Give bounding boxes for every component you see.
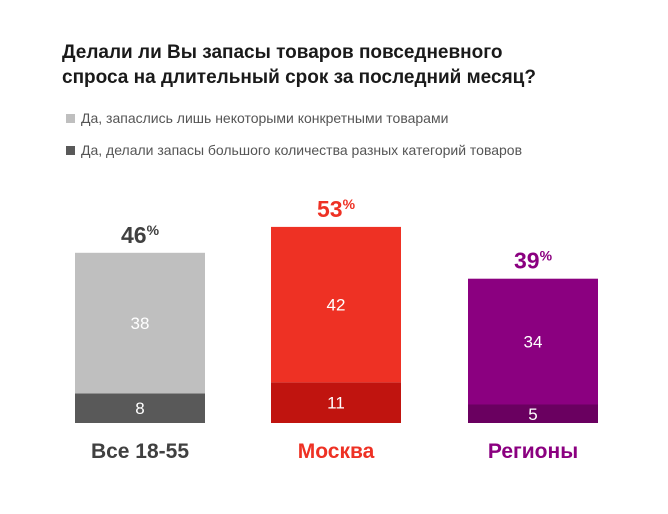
bar-all-many-categories — [75, 393, 205, 423]
category-label-moscow: Москва — [298, 440, 375, 463]
value-label-all-many-categories: 8 — [135, 399, 144, 418]
total-label-regions: 39% — [514, 248, 553, 274]
category-label-all: Все 18-55 — [91, 440, 189, 463]
chart-title: Делали ли Вы запасы товаров повседневног… — [62, 40, 622, 90]
legend-swatch-some-goods — [66, 113, 75, 123]
value-label-all-some-goods: 38 — [131, 314, 150, 333]
bar-regions-many-categories — [468, 404, 598, 423]
legend-item-some-goods: Да, запаслись лишь некоторыми конкретным… — [66, 108, 522, 128]
value-label-moscow-some-goods: 42 — [327, 296, 346, 315]
value-label-regions-many-categories: 5 — [528, 405, 537, 424]
total-label-all: 46% — [121, 222, 160, 248]
chart-title-line-1: Делали ли Вы запасы товаров повседневног… — [62, 42, 503, 63]
legend-swatch-many-categories — [66, 145, 75, 155]
category-label-regions: Регионы — [488, 440, 578, 463]
bar-regions-some-goods — [468, 278, 598, 405]
value-label-moscow-many-categories: 11 — [327, 394, 345, 413]
chart-title-line-2: спроса на длительный срок за последний м… — [62, 67, 536, 88]
bar-moscow-many-categories — [271, 382, 401, 423]
legend-label-many-categories: Да, делали запасы большого количества ра… — [81, 142, 523, 158]
bar-moscow-some-goods — [271, 226, 401, 383]
bar-all-some-goods — [75, 252, 205, 394]
legend-label-some-goods: Да, запаслись лишь некоторыми конкретным… — [81, 110, 449, 126]
total-label-moscow: 53% — [317, 196, 356, 222]
legend-item-many-categories: Да, делали запасы большого количества ра… — [66, 140, 522, 160]
legend: Да, запаслись лишь некоторыми конкретным… — [66, 108, 522, 172]
value-label-regions-some-goods: 34 — [524, 333, 543, 352]
